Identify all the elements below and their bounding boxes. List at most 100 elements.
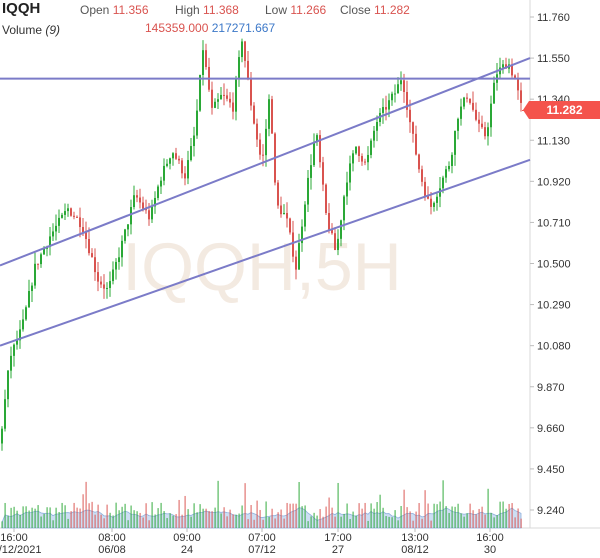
candle-body xyxy=(181,160,183,174)
candle-body xyxy=(355,146,357,154)
volume-bar xyxy=(178,499,180,528)
volume-bar xyxy=(106,504,108,528)
volume-bar xyxy=(283,518,285,528)
candle-body xyxy=(232,102,234,112)
candle-body xyxy=(352,153,354,164)
x-tick-time: 16:00 xyxy=(0,532,28,544)
candle-body xyxy=(442,177,444,189)
candle-body xyxy=(220,94,222,100)
candle-body xyxy=(400,80,402,85)
volume-bar xyxy=(325,506,327,528)
candle-body xyxy=(163,165,165,181)
volume-bar xyxy=(382,507,384,528)
candle-body xyxy=(79,217,81,228)
candle-body xyxy=(169,158,171,164)
x-tick-date: 06/08 xyxy=(98,544,126,556)
candle-body xyxy=(451,154,453,166)
candle-body xyxy=(268,99,270,129)
candle-body xyxy=(340,220,342,239)
candle-body xyxy=(415,133,417,155)
candle-body xyxy=(502,64,504,68)
candle-body xyxy=(394,93,396,95)
candle-body xyxy=(367,154,369,163)
volume-bar xyxy=(184,495,186,528)
candle-body xyxy=(58,217,60,226)
volume-bar xyxy=(115,502,117,528)
candle-body xyxy=(19,329,21,341)
volume-bar xyxy=(304,505,306,528)
volume-bar xyxy=(16,510,18,528)
volume-bar xyxy=(346,503,348,528)
volume-bar xyxy=(229,509,231,528)
volume-bar xyxy=(289,503,291,528)
open-value: 11.356 xyxy=(112,3,149,17)
candle-body xyxy=(499,67,501,75)
volume-bar xyxy=(58,512,60,528)
volume-bar xyxy=(100,514,102,528)
volume-bar xyxy=(295,503,297,528)
candle-body xyxy=(145,208,147,211)
volume-bar xyxy=(25,506,27,528)
volume-bar xyxy=(424,490,426,528)
candle-body xyxy=(361,156,363,162)
volume-bar xyxy=(520,518,522,528)
volume-values: 145359.000 217271.667 xyxy=(145,21,275,35)
candle-body xyxy=(247,60,249,80)
candle-body xyxy=(421,169,423,182)
volume-bar xyxy=(277,512,279,528)
volume-bar xyxy=(343,513,345,528)
candle-body xyxy=(406,91,408,110)
volume-bar xyxy=(379,494,381,528)
x-tick-time: 09:00 xyxy=(173,532,201,544)
candle-body xyxy=(445,169,447,178)
candle-body xyxy=(388,100,390,110)
y-tick-label: 9.660 xyxy=(537,423,565,435)
candle-body xyxy=(73,215,75,217)
candle-body xyxy=(151,206,153,220)
open-label: Open xyxy=(80,3,110,17)
candle-body xyxy=(262,154,264,156)
candle-body xyxy=(301,226,303,244)
candle-body xyxy=(22,319,24,330)
ohlc-close: Close 11.282 xyxy=(340,3,410,17)
candle-body xyxy=(184,173,186,179)
candle-body xyxy=(217,99,219,102)
volume-bar xyxy=(385,516,387,528)
volume-bar xyxy=(349,518,351,528)
candle-body xyxy=(382,107,384,113)
candle-body xyxy=(67,208,69,212)
candle-body xyxy=(160,180,162,187)
volume-bar xyxy=(43,513,45,528)
volume-bar xyxy=(250,505,252,528)
candle-body xyxy=(298,243,300,270)
candle-body xyxy=(91,253,93,258)
symbol-title: IQQH xyxy=(2,0,41,17)
volume-bar xyxy=(61,502,63,528)
candle-body xyxy=(475,109,477,120)
volume-bar xyxy=(451,506,453,528)
candle-body xyxy=(328,213,330,230)
volume-bar xyxy=(226,516,228,528)
volume-bar xyxy=(415,511,417,528)
candle-body xyxy=(313,141,315,166)
volume-bar xyxy=(454,506,456,528)
volume-bar xyxy=(121,506,123,528)
volume-ma-area xyxy=(1,507,522,529)
y-tick-label: 10.920 xyxy=(537,176,571,188)
volume-bar xyxy=(208,511,210,528)
volume-bar xyxy=(64,505,66,528)
volume-bar xyxy=(307,521,309,528)
candle-body xyxy=(271,99,273,134)
candle-body xyxy=(109,281,111,288)
candle-body xyxy=(304,204,306,227)
candle-body xyxy=(412,122,414,134)
candle-body xyxy=(391,93,393,101)
volume-bar xyxy=(322,516,324,528)
volume-bar xyxy=(394,510,396,528)
candle-body xyxy=(493,82,495,104)
candle-body xyxy=(418,154,420,170)
volume-bar xyxy=(421,518,423,528)
candle-body xyxy=(457,118,459,131)
candle-body xyxy=(250,79,252,106)
